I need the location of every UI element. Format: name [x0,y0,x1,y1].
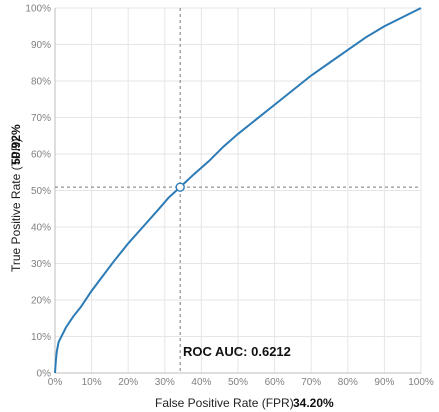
y-axis-label: True Positive Rate (TPR) [9,138,23,272]
x-tick-label: 50% [228,377,248,388]
x-tick-label: 70% [301,377,321,388]
y-tick-label: 40% [31,223,51,234]
operating-point-marker[interactable] [175,182,185,192]
y-tick-label: 70% [31,113,51,124]
x-tick-label: 10% [82,377,102,388]
x-axis-label: False Positive Rate (FPR) [155,396,294,410]
chart-grid [54,7,422,374]
y-tick-label: 20% [31,296,51,307]
x-tick-label: 90% [374,377,394,388]
x-tick-label: 30% [155,377,175,388]
x-operating-value: 34.20% [293,396,334,410]
roc-auc-annotation: ROC AUC: 0.6212 [183,344,291,359]
y-tick-label: 30% [31,259,51,270]
x-tick-label: 20% [118,377,138,388]
x-tick-label: 60% [265,377,285,388]
x-tick-label: 100% [408,377,434,388]
y-tick-label: 0% [37,369,52,380]
y-tick-label: 100% [25,4,51,15]
y-tick-label: 60% [31,150,51,161]
y-tick-label: 90% [31,40,51,51]
y-tick-label: 80% [31,77,51,88]
y-operating-value-group: 50.92% [9,124,23,165]
y-tick-label: 50% [31,186,51,197]
y-tick-label: 10% [31,332,51,343]
x-tick-label: 40% [191,377,211,388]
y-tick-labels: 0% 10% 20% 30% 40% 50% 60% 70% 80% 90% 100% [25,4,51,380]
x-tick-labels: 0% 10% 20% 30% 40% 50% 60% 70% 80% 90% 100% [48,377,434,388]
x-tick-label: 80% [338,377,358,388]
y-axis-label-group: True Positive Rate (TPR) [9,138,23,272]
y-operating-value: 50.92% [9,124,23,165]
roc-curve-series-line [54,7,422,374]
x-tick-label: 0% [48,377,63,388]
